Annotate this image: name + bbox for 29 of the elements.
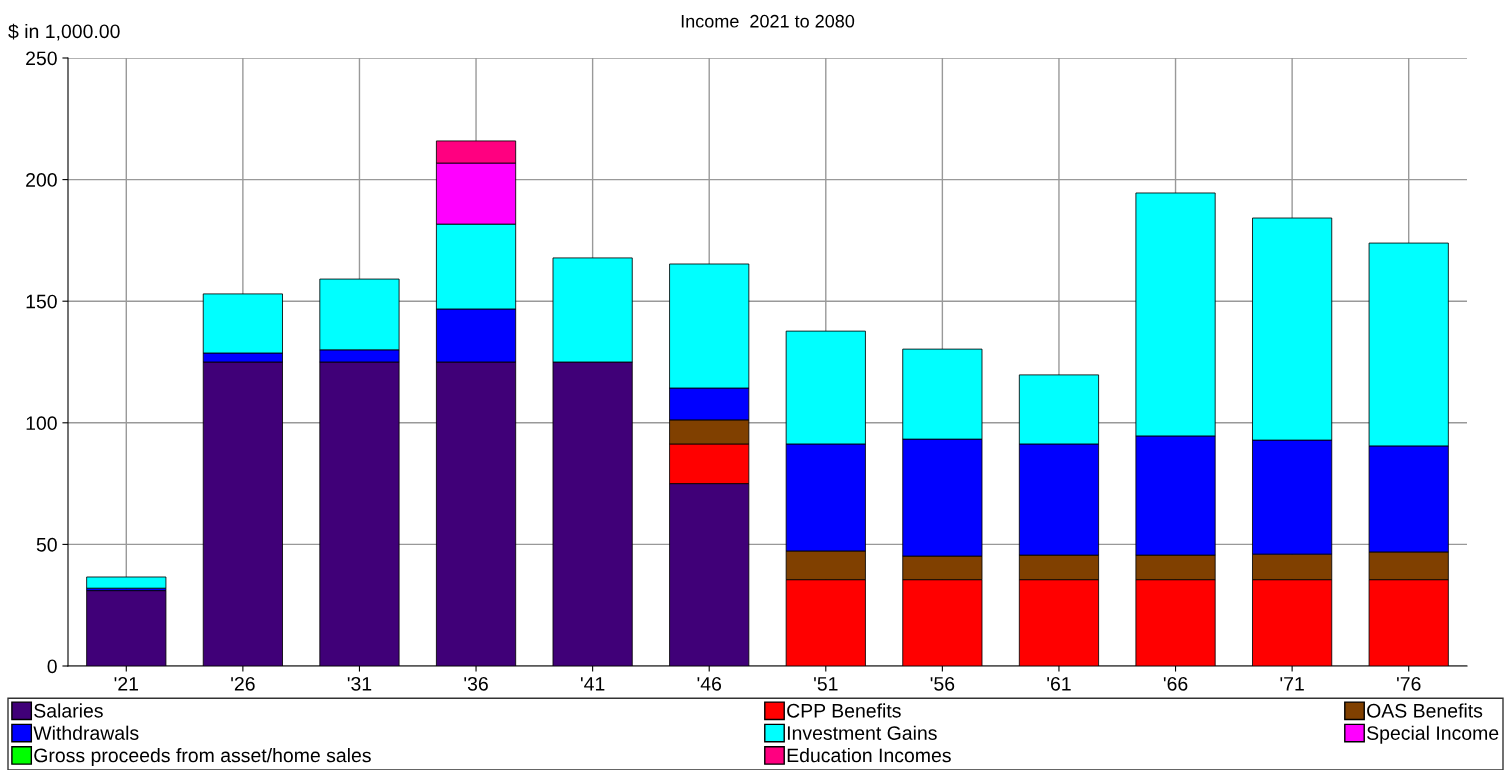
legend-label: Withdrawals <box>33 725 139 740</box>
y-tick-label: 100 <box>26 416 57 431</box>
y-tick-label: 0 <box>47 659 57 674</box>
legend-label: OAS Benefits <box>1367 703 1483 718</box>
x-tick-label: '31 <box>347 676 372 691</box>
legend-label: Gross proceeds from asset/home sales <box>34 747 371 767</box>
y-tick-label: 200 <box>26 173 57 187</box>
y-tick-label: 50 <box>36 537 57 552</box>
y-axis-title: $ in 1,000.00 <box>8 23 120 41</box>
legend-label: Investment Gains <box>787 725 937 740</box>
x-tick-label: '46 <box>697 676 722 691</box>
x-tick-label: '66 <box>1163 676 1188 691</box>
chart-title: Income 2021 to 2080 <box>681 14 855 28</box>
bar <box>86 576 167 589</box>
y-tick-label: 250 <box>26 51 57 66</box>
x-tick-label: '41 <box>580 677 605 691</box>
x-tick-label: '26 <box>231 676 255 691</box>
x-tick-label: '56 <box>930 676 955 691</box>
x-tick-label: '71 <box>1280 677 1304 691</box>
x-tick-label: '51 <box>814 677 838 691</box>
legend-label: Special Income <box>1367 725 1499 744</box>
y-tick-label: 150 <box>26 294 57 309</box>
legend-label: Education Incomes <box>787 747 951 763</box>
legend-label: CPP Benefits <box>787 703 901 718</box>
x-tick-label: '61 <box>1047 676 1071 691</box>
x-tick-label: '76 <box>1397 676 1421 691</box>
x-tick-label: '21 <box>114 676 139 691</box>
legend-label: Salaries <box>34 703 103 718</box>
x-tick-label: '36 <box>464 676 488 691</box>
